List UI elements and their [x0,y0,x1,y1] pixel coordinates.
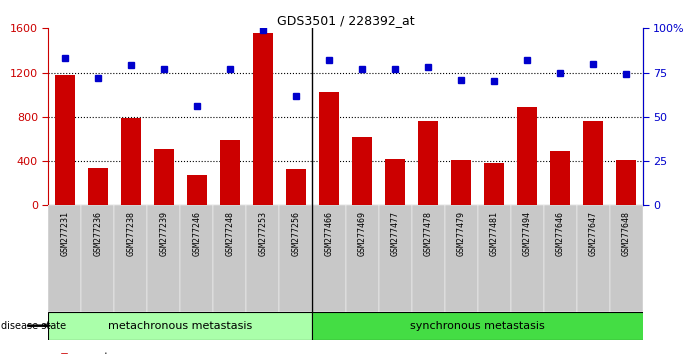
Text: GSM277239: GSM277239 [160,211,169,256]
Bar [550,151,570,205]
Text: GSM277248: GSM277248 [225,211,234,256]
Bar [154,149,174,205]
Text: GSM277236: GSM277236 [93,211,102,256]
Bar [418,121,438,205]
Text: GSM277246: GSM277246 [192,211,202,256]
Bar [220,140,240,205]
Bar [48,312,312,340]
Bar [576,205,609,312]
Bar [88,168,108,205]
Text: GSM277253: GSM277253 [258,211,267,256]
Bar [279,205,312,312]
Title: GDS3501 / 228392_at: GDS3501 / 228392_at [276,14,415,27]
Bar [253,33,273,205]
Bar [319,92,339,205]
Bar [352,137,372,205]
Bar [286,169,306,205]
Bar [121,118,141,205]
Bar [180,205,214,312]
Bar [517,107,537,205]
Bar [412,205,444,312]
Bar [247,205,279,312]
Text: synchronous metastasis: synchronous metastasis [410,321,545,331]
Bar [214,205,247,312]
Text: GSM277648: GSM277648 [622,211,631,256]
Bar [444,205,477,312]
Bar [616,160,636,205]
Text: GSM277647: GSM277647 [589,211,598,256]
Bar [48,205,82,312]
Legend: count, percentile rank within the sample: count, percentile rank within the sample [54,352,256,354]
Bar [55,75,75,205]
Bar [583,121,603,205]
Text: GSM277466: GSM277466 [325,211,334,256]
Text: disease state: disease state [1,321,66,331]
Bar [147,205,180,312]
Text: GSM277477: GSM277477 [390,211,399,256]
Bar [609,205,643,312]
Bar [484,163,504,205]
Bar [477,205,511,312]
Bar [379,205,412,312]
Bar [312,205,346,312]
Bar [312,312,659,340]
Text: GSM277469: GSM277469 [357,211,366,256]
Text: GSM277646: GSM277646 [556,211,565,256]
Text: GSM277238: GSM277238 [126,211,135,256]
Bar [115,205,147,312]
Text: GSM277231: GSM277231 [60,211,69,256]
Text: GSM277478: GSM277478 [424,211,433,256]
Text: GSM277256: GSM277256 [292,211,301,256]
Bar [385,159,405,205]
Text: GSM277481: GSM277481 [489,211,499,256]
Bar [187,176,207,205]
Text: GSM277479: GSM277479 [457,211,466,256]
Bar [511,205,544,312]
Bar [82,205,115,312]
Text: GSM277494: GSM277494 [522,211,531,256]
Bar [346,205,379,312]
Text: metachronous metastasis: metachronous metastasis [108,321,252,331]
Bar [544,205,576,312]
Bar [451,160,471,205]
